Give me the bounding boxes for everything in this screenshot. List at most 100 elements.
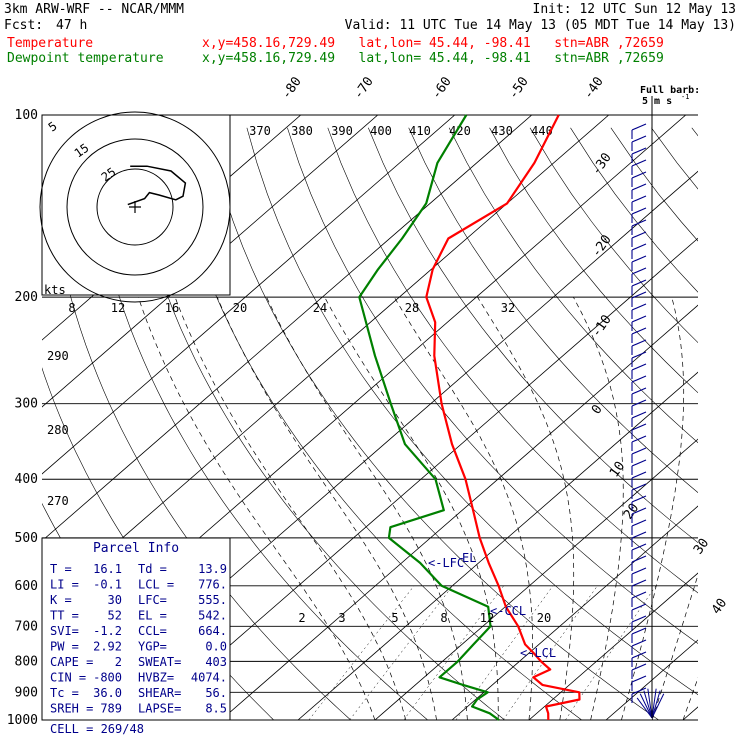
theta-label: 400 <box>370 124 392 138</box>
parcel-info-field-label: LCL = <box>138 578 174 592</box>
dry-adiabat-line <box>165 127 600 720</box>
parcel-level-marker: EL <box>462 551 476 565</box>
parcel-info-field-value: 2.92 <box>93 640 122 654</box>
isotherm-line <box>42 115 610 720</box>
moist-adiabat-line <box>216 296 437 720</box>
wind-barb-flag-icon <box>631 567 647 575</box>
parcel-info-field-label: LI = <box>50 578 79 592</box>
wind-barb-flag-icon <box>631 327 647 335</box>
pressure-tick-label: 500 <box>15 531 38 546</box>
parcel-info-field-value: 789 <box>100 702 122 716</box>
dry-adiabat-line <box>408 127 698 720</box>
hodograph-box <box>41 114 231 296</box>
init-time: Init: 12 UTC Sun 12 May 13 <box>532 2 737 17</box>
parcel-info-cell: CELL = 269/48 <box>50 722 144 736</box>
hodograph-ring-label: 15 <box>72 141 92 161</box>
parcel-info-field-value: 52 <box>108 609 122 623</box>
theta-label: 390 <box>331 124 353 138</box>
wind-barb-flag-icon <box>631 267 647 275</box>
parcel-info-field-value: -1.2 <box>93 624 122 638</box>
wind-barb-flag-icon <box>631 183 647 191</box>
wind-barb-flag-icon <box>631 135 647 143</box>
wind-barb-flag-icon <box>631 483 647 491</box>
parcel-level-marker: <-CCL <box>490 604 526 618</box>
mixing-ratio-label: 3 <box>338 611 345 625</box>
dry-adiabat-line <box>246 127 698 720</box>
wind-barb-flag-icon <box>631 387 647 395</box>
parcel-info-field-label: SHEAR= <box>138 686 181 700</box>
wind-speed-tick-label: 32 <box>501 301 515 315</box>
wind-barb-flag-icon <box>631 279 647 287</box>
mixing-ratio-label: 12 <box>480 611 494 625</box>
isotherm-label: -60 <box>429 74 455 102</box>
dry-adiabat-line <box>448 127 698 720</box>
wind-speed-tick-label: 20 <box>233 301 247 315</box>
dewpoint-legend-label: Dewpoint temperature <box>7 51 164 66</box>
wind-barb-flag-icon <box>631 543 647 551</box>
parcel-info-field-value: 2 <box>115 655 122 669</box>
isotherm-label: -70 <box>351 74 377 102</box>
theta-left-label: 280 <box>47 423 69 437</box>
wind-barb-flag-icon <box>631 639 647 647</box>
parcel-info-field-label: HVBZ= <box>138 671 174 685</box>
wind-barb-flag-icon <box>631 303 647 311</box>
parcel-info-field-label: LFC= <box>138 593 167 607</box>
dry-adiabat-line <box>287 127 698 720</box>
wind-barb-fan-icon <box>636 697 653 719</box>
wind-barb-flag-icon <box>631 651 647 659</box>
wind-speed-unit-label: kts <box>44 283 66 297</box>
hodograph-ring <box>39 111 231 303</box>
mixing-ratio-line <box>308 585 415 720</box>
full-barb-note: Full barb: <box>640 85 700 96</box>
dry-adiabat-line <box>125 127 522 720</box>
parcel-info-field-label: YGP= <box>138 640 167 654</box>
parcel-info-field-label: Tc = <box>50 686 79 700</box>
theta-label: 430 <box>491 124 513 138</box>
wind-barb-fan-icon <box>651 693 665 719</box>
mixing-ratio-line <box>455 585 554 720</box>
parcel-info-field-value: 776. <box>198 578 227 592</box>
parcel-info-panel: Parcel Info T = 16.1 Td = 13.9 LI = -0.1 LCL = 7… <box>41 537 231 721</box>
isotherm-line <box>374 115 698 720</box>
valid-time: Valid: 11 UTC Tue 14 May 13 (05 MDT Tue … <box>344 18 736 33</box>
pressure-tick-label: 100 <box>15 108 38 123</box>
wind-barb-flag-icon <box>631 579 647 587</box>
parcel-info-field-label: PW = <box>50 640 79 654</box>
isotherm-label: -40 <box>581 74 607 102</box>
wind-speed-tick-label: 24 <box>313 301 327 315</box>
parcel-info-field-value: 56. <box>205 686 227 700</box>
wind-barb-flag-icon <box>631 147 647 155</box>
wind-barb-flag-icon <box>631 231 647 239</box>
dry-adiabat-line <box>327 127 698 720</box>
isotherm-label: 0 <box>589 402 606 417</box>
theta-left-label: 290 <box>47 349 69 363</box>
parcel-info-field-value: 403 <box>205 655 227 669</box>
parcel-info-field-value: -0.1 <box>93 578 122 592</box>
pressure-tick-label: 400 <box>15 472 38 487</box>
mixing-ratio-label: 20 <box>537 611 551 625</box>
parcel-info-field-label: EL = <box>138 609 167 623</box>
moist-adiabat-line <box>393 296 533 720</box>
mixing-ratio-line <box>349 585 453 720</box>
wind-barb-flag-icon <box>631 255 647 263</box>
isotherm-label: -20 <box>589 232 615 260</box>
parcel-level-marker: <-LFC <box>428 556 464 570</box>
parcel-info-box <box>41 537 231 721</box>
wind-barb-flag-icon <box>631 615 647 623</box>
dry-adiabat-line <box>368 127 698 720</box>
dewpoint-profile-line <box>358 114 500 721</box>
wind-barb-flag-icon <box>631 195 647 203</box>
wind-barb-fan-icon <box>651 690 661 719</box>
pressure-tick-label: 1000 <box>7 713 38 728</box>
mixing-ratio-label: 8 <box>440 611 447 625</box>
wind-barb-flag-icon <box>631 675 647 683</box>
dry-adiabat-line <box>206 127 678 720</box>
wind-barb-flag-icon <box>631 123 647 131</box>
wind-speed-tick-label: 16 <box>165 301 179 315</box>
full-barb-unit: 5 m s <box>642 96 672 107</box>
wind-barb-flag-icon <box>631 435 647 443</box>
parcel-info-field-label: CAPE = <box>50 655 93 669</box>
moist-adiabat-line <box>651 297 698 720</box>
